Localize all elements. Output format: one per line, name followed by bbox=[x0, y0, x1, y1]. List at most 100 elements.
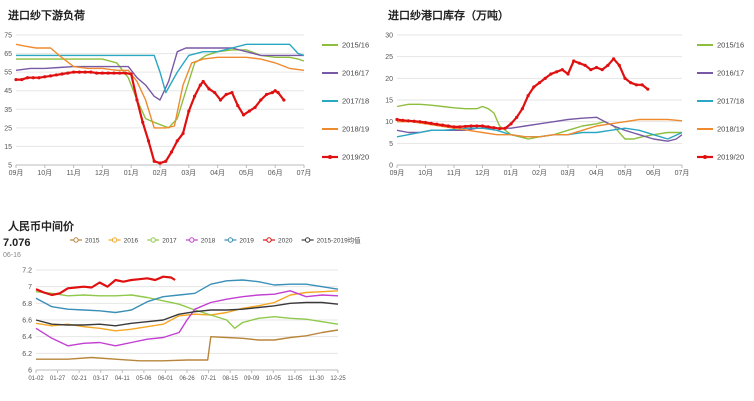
series-line bbox=[35, 290, 339, 347]
data-point bbox=[152, 159, 156, 163]
data-point bbox=[276, 90, 280, 95]
x-tick-label: 11-05 bbox=[287, 376, 303, 382]
x-tick-label: 01-02 bbox=[28, 376, 44, 382]
x-tick-label: 06月 bbox=[268, 169, 283, 177]
x-tick-label: 06-26 bbox=[179, 376, 195, 382]
y-tick-label: 20 bbox=[385, 76, 393, 83]
data-point bbox=[606, 63, 610, 67]
legend-marker bbox=[111, 237, 118, 243]
data-point bbox=[498, 127, 502, 131]
data-point bbox=[441, 123, 445, 127]
x-tick-label: 11月 bbox=[66, 169, 80, 177]
series-line bbox=[35, 275, 176, 297]
x-tick-label: 04-11 bbox=[115, 376, 131, 382]
data-point bbox=[395, 117, 399, 122]
x-tick-label: 02-21 bbox=[71, 376, 87, 382]
data-point bbox=[640, 83, 644, 87]
x-tick-label: 09-09 bbox=[244, 376, 260, 382]
legend-label: 2017 bbox=[162, 238, 177, 245]
data-point bbox=[435, 122, 439, 126]
legend-marker bbox=[73, 237, 79, 243]
x-tick-label: 09月 bbox=[9, 169, 24, 177]
data-point bbox=[264, 92, 269, 97]
data-point bbox=[282, 98, 286, 102]
data-point bbox=[583, 63, 587, 67]
data-point bbox=[509, 122, 513, 126]
x-tick-label: 07月 bbox=[297, 169, 312, 177]
legend-label: 2020 bbox=[278, 238, 293, 245]
y-tick-label: 55 bbox=[4, 70, 12, 77]
y-tick-label: 25 bbox=[4, 125, 12, 132]
data-point bbox=[60, 72, 64, 76]
data-point bbox=[158, 161, 162, 165]
legend-marker bbox=[266, 237, 272, 243]
series-line bbox=[35, 301, 339, 327]
data-point bbox=[537, 81, 542, 85]
legend-label: 2018 bbox=[201, 238, 216, 245]
current-date: 06-16 bbox=[3, 252, 21, 259]
series-line bbox=[396, 57, 649, 130]
y-tick-label: 75 bbox=[4, 33, 12, 40]
chart-svg-rmb: 6 6.2 6.4 6.6 6.8 7 7.2 01-02 01-27 02-21 03-17 04-… bbox=[22, 236, 362, 383]
data-point bbox=[77, 70, 81, 74]
x-tick-label: 07-21 bbox=[201, 376, 217, 382]
data-point bbox=[181, 131, 185, 136]
legend-marker bbox=[703, 155, 707, 159]
data-point bbox=[20, 77, 24, 82]
data-point bbox=[175, 139, 179, 143]
legend-label: 2015/16 bbox=[342, 41, 369, 50]
data-point bbox=[418, 120, 422, 124]
data-point bbox=[198, 83, 202, 87]
chart-panel-load: 进口纱下游负荷 5 15 25 35 45 55 65 75 09月 10月 11月 12月 01月 02… bbox=[0, 0, 377, 200]
y-tick-label: 15 bbox=[4, 144, 12, 151]
y-tick-label: 30 bbox=[385, 33, 393, 40]
legend-label: 2019/20 bbox=[342, 153, 369, 162]
legend-label: 2018/19 bbox=[342, 125, 369, 134]
legend-label: 2019/20 bbox=[717, 153, 744, 162]
data-point bbox=[406, 119, 410, 123]
data-point bbox=[118, 71, 122, 75]
y-tick-label: 6 bbox=[28, 368, 32, 375]
x-tick-label: 03月 bbox=[181, 169, 196, 177]
data-point bbox=[224, 92, 228, 97]
data-point bbox=[89, 70, 93, 74]
data-point bbox=[549, 72, 553, 76]
data-point bbox=[589, 68, 593, 72]
legend-label: 2015-2019均值 bbox=[317, 236, 362, 245]
data-point bbox=[241, 113, 246, 117]
y-tick-label: 6.8 bbox=[22, 301, 32, 308]
data-point bbox=[520, 107, 524, 111]
data-point bbox=[458, 125, 462, 129]
y-tick-label: 35 bbox=[4, 107, 12, 114]
data-point bbox=[469, 124, 473, 128]
data-point bbox=[236, 103, 240, 108]
data-point bbox=[503, 126, 507, 130]
data-point bbox=[100, 71, 104, 75]
series-line bbox=[35, 290, 339, 332]
data-point bbox=[480, 124, 485, 128]
legend-label: 2016/17 bbox=[717, 69, 744, 78]
legend-label: 2015/16 bbox=[717, 41, 744, 50]
x-tick-label: 12-25 bbox=[330, 376, 346, 382]
data-point bbox=[463, 124, 467, 129]
series-line bbox=[15, 43, 305, 129]
series-line bbox=[15, 47, 304, 101]
data-point bbox=[192, 94, 197, 98]
data-point bbox=[273, 89, 277, 93]
y-tick-label: 6.6 bbox=[22, 318, 32, 325]
legend-label: 2017/18 bbox=[342, 97, 369, 106]
x-tick-label: 01月 bbox=[504, 169, 519, 177]
series-line bbox=[397, 118, 683, 138]
x-tick-label: 08-15 bbox=[222, 376, 238, 382]
x-tick-label: 10-05 bbox=[266, 376, 282, 382]
series-line bbox=[35, 279, 339, 314]
series-line bbox=[396, 103, 682, 140]
data-point bbox=[83, 70, 87, 74]
data-point bbox=[106, 71, 110, 75]
data-point bbox=[452, 125, 456, 129]
y-tick-label: 7 bbox=[28, 284, 32, 291]
chart-title: 人民币中间价 bbox=[8, 221, 74, 233]
x-tick-label: 10月 bbox=[418, 169, 433, 177]
data-point bbox=[515, 115, 519, 119]
data-point bbox=[187, 109, 191, 113]
